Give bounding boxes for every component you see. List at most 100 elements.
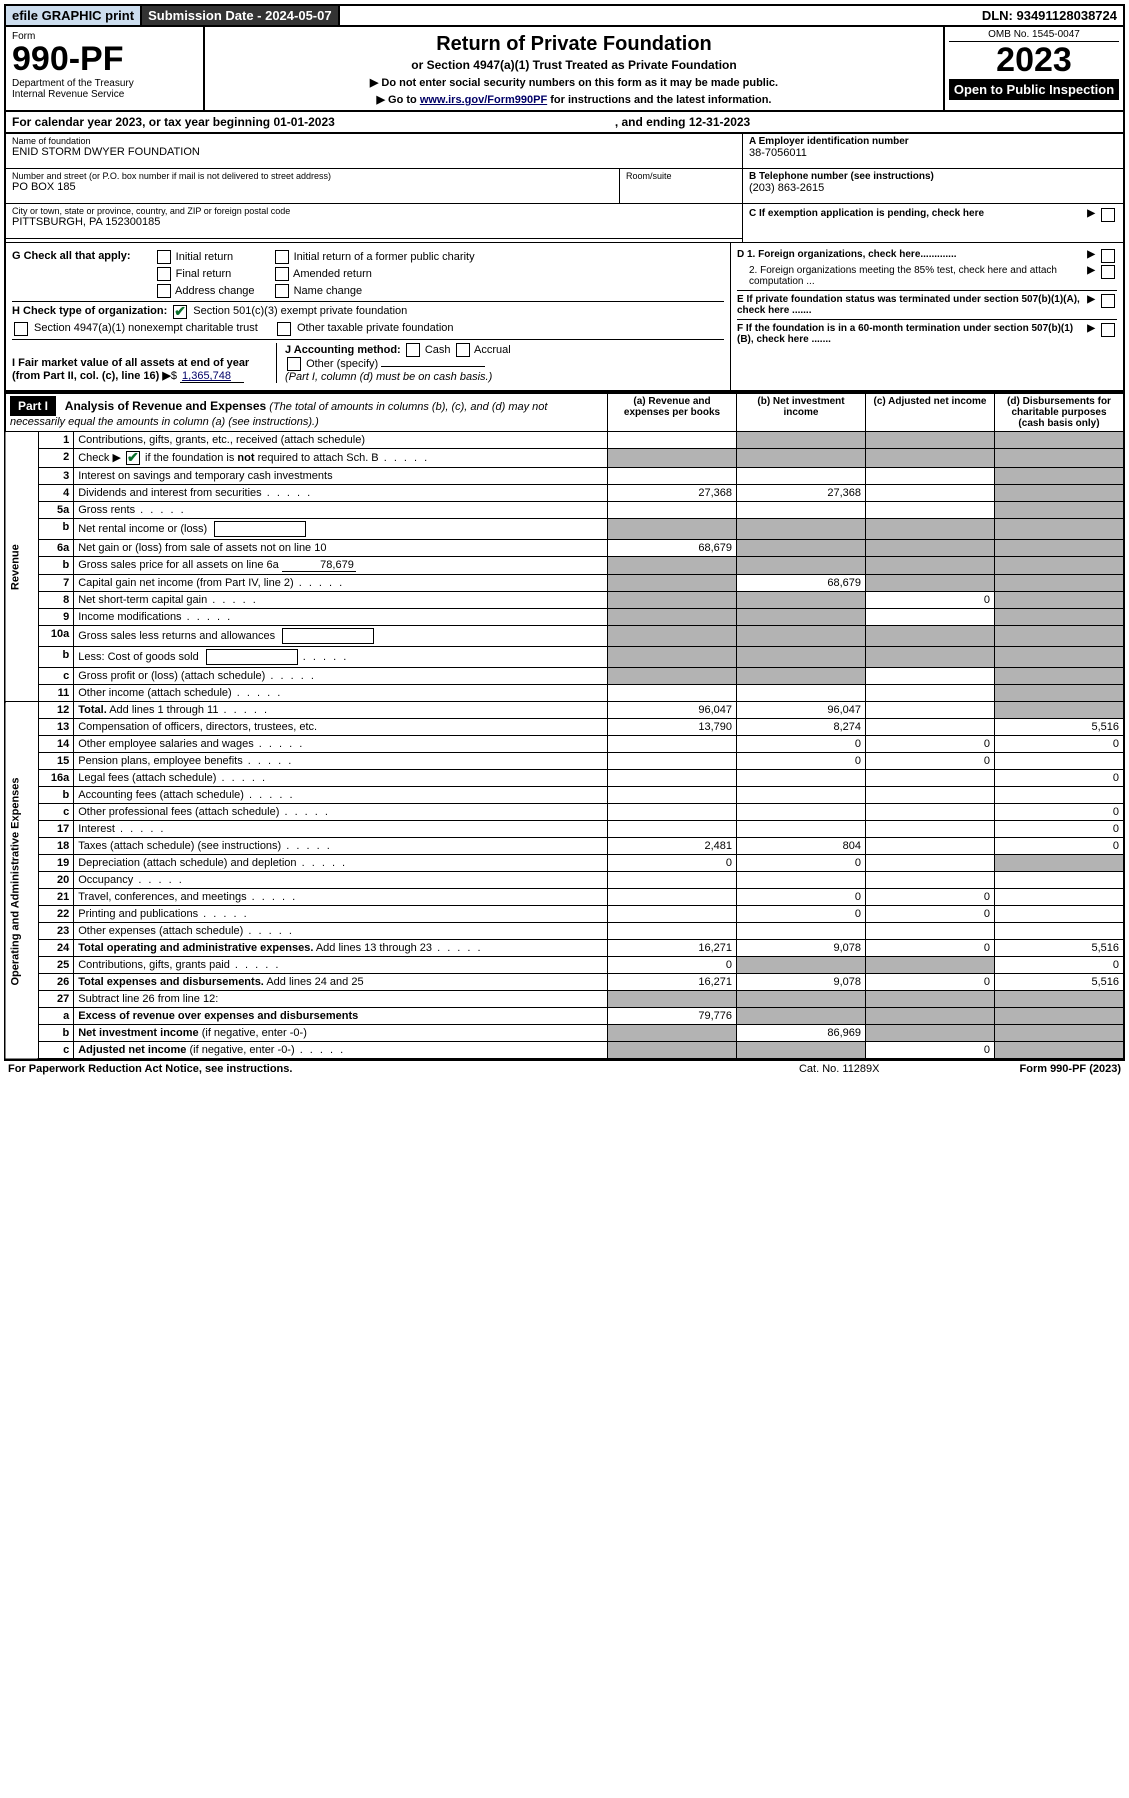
amount-cell: [737, 685, 866, 702]
amount-cell: [995, 626, 1125, 647]
amount-cell: [608, 1042, 737, 1060]
line-number: 2: [39, 449, 74, 468]
form-subtitle: or Section 4947(a)(1) Trust Treated as P…: [215, 58, 933, 72]
form-number: 990-PF: [12, 42, 197, 76]
d1-label: D 1. Foreign organizations, check here..…: [737, 249, 957, 260]
col-d-header: (d) Disbursements for charitable purpose…: [995, 393, 1125, 432]
checkbox-name-change[interactable]: [275, 284, 289, 298]
amount-cell: 804: [737, 838, 866, 855]
amount-cell: 27,368: [737, 485, 866, 502]
f-label: F If the foundation is in a 60-month ter…: [737, 323, 1083, 345]
checkbox-final-return[interactable]: [157, 267, 171, 281]
line-number: c: [39, 1042, 74, 1060]
checkbox-initial-former[interactable]: [275, 250, 289, 264]
footer-left: For Paperwork Reduction Act Notice, see …: [8, 1063, 292, 1075]
table-row: 11Other income (attach schedule): [5, 685, 1124, 702]
amount-cell: [608, 647, 737, 668]
e-label: E If private foundation status was termi…: [737, 294, 1083, 316]
checkbox-amended[interactable]: [275, 267, 289, 281]
instr2-post: for instructions and the latest informat…: [547, 94, 771, 106]
line-number: 13: [39, 719, 74, 736]
checkbox-cash[interactable]: [406, 343, 420, 357]
footer-right: Form 990-PF (2023): [1020, 1063, 1122, 1075]
efile-print-button[interactable]: efile GRAPHIC print: [6, 6, 142, 25]
line-description: Other expenses (attach schedule): [74, 923, 608, 940]
table-row: 21Travel, conferences, and meetings00: [5, 889, 1124, 906]
line-description: Less: Cost of goods sold: [74, 647, 608, 668]
amount-cell: [608, 787, 737, 804]
checkbox-501c3[interactable]: [173, 305, 187, 319]
amount-cell: [995, 753, 1125, 770]
ein: 38-7056011: [749, 147, 1117, 159]
table-row: 17Interest0: [5, 821, 1124, 838]
footer-center: Cat. No. 11289X: [799, 1063, 880, 1075]
checkbox-initial-return[interactable]: [157, 250, 171, 264]
line-number: 10a: [39, 626, 74, 647]
line-description: Total operating and administrative expen…: [74, 940, 608, 957]
checkbox-sch-b[interactable]: [126, 451, 140, 465]
amount-cell: 0: [866, 1042, 995, 1060]
line-number: 22: [39, 906, 74, 923]
line-number: 17: [39, 821, 74, 838]
amount-cell: [737, 804, 866, 821]
amount-cell: [608, 770, 737, 787]
side-label-expenses: Operating and Administrative Expenses: [5, 702, 39, 1060]
amount-cell: [737, 770, 866, 787]
amount-cell: 0: [995, 770, 1125, 787]
dln: DLN: 93491128038724: [976, 6, 1123, 25]
amount-cell: [995, 872, 1125, 889]
room-label: Room/suite: [626, 171, 736, 181]
line-description: Gross rents: [74, 502, 608, 519]
form-link[interactable]: www.irs.gov/Form990PF: [420, 94, 547, 106]
submission-date: Submission Date - 2024-05-07: [142, 6, 340, 25]
amount-cell: [737, 449, 866, 468]
line-description: Other professional fees (attach schedule…: [74, 804, 608, 821]
amount-cell: 0: [866, 940, 995, 957]
line-number: 6a: [39, 540, 74, 557]
amount-cell: [608, 502, 737, 519]
checkbox-accrual[interactable]: [456, 343, 470, 357]
checkbox-other-method[interactable]: [287, 357, 301, 371]
table-row: 20Occupancy: [5, 872, 1124, 889]
checkbox-address-change[interactable]: [157, 284, 171, 298]
amount-cell: [737, 957, 866, 974]
line-number: 26: [39, 974, 74, 991]
table-row: 3Interest on savings and temporary cash …: [5, 468, 1124, 485]
checkbox-other-taxable[interactable]: [277, 322, 291, 336]
amount-cell: [737, 540, 866, 557]
checkbox-d1[interactable]: [1101, 249, 1115, 263]
department: Department of the Treasury Internal Reve…: [12, 78, 197, 100]
amount-cell: [995, 991, 1125, 1008]
opt-name-change: Name change: [294, 285, 363, 297]
checkbox-f[interactable]: [1101, 323, 1115, 337]
amount-cell: [866, 770, 995, 787]
amount-cell: 0: [995, 821, 1125, 838]
i-value[interactable]: 1,365,748: [180, 370, 244, 383]
section-g-to-j: G Check all that apply: Initial return F…: [4, 242, 1125, 392]
amount-cell: [995, 685, 1125, 702]
amount-cell: [866, 557, 995, 575]
amount-cell: [995, 519, 1125, 540]
amount-cell: 96,047: [737, 702, 866, 719]
amount-cell: 0: [995, 804, 1125, 821]
amount-cell: [866, 449, 995, 468]
amount-cell: [866, 838, 995, 855]
amount-cell: [995, 647, 1125, 668]
amount-cell: [866, 957, 995, 974]
amount-cell: [866, 991, 995, 1008]
arrow-icon: ▶: [1087, 208, 1095, 219]
amount-cell: 8,274: [737, 719, 866, 736]
amount-cell: [608, 804, 737, 821]
checkbox-d2[interactable]: [1101, 265, 1115, 279]
checkbox-c[interactable]: [1101, 208, 1115, 222]
line-description: Total. Add lines 1 through 11: [74, 702, 608, 719]
line-description: Contributions, gifts, grants paid: [74, 957, 608, 974]
checkbox-e[interactable]: [1101, 294, 1115, 308]
amount-cell: [995, 432, 1125, 449]
amount-cell: [866, 1025, 995, 1042]
checkbox-4947[interactable]: [14, 322, 28, 336]
line-description: Gross sales less returns and allowances: [74, 626, 608, 647]
amount-cell: 86,969: [737, 1025, 866, 1042]
amount-cell: [866, 1008, 995, 1025]
amount-cell: [995, 1025, 1125, 1042]
